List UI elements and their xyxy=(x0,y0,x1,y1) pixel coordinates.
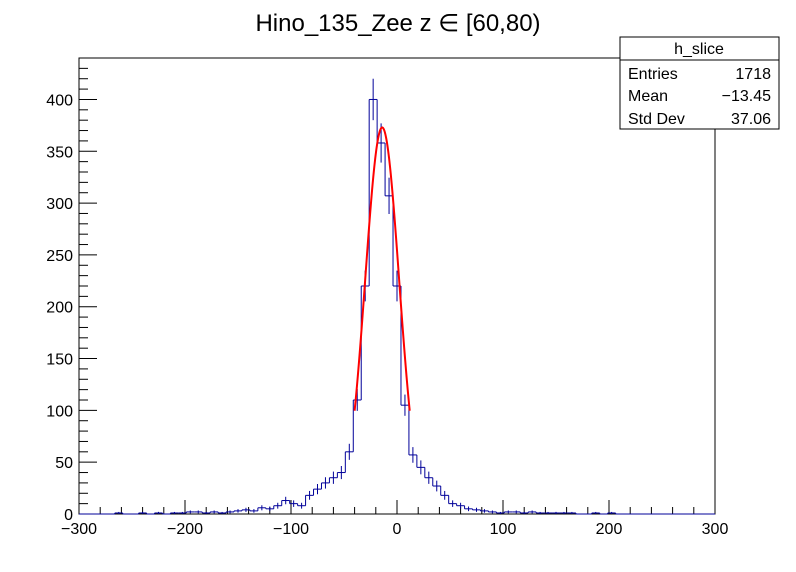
stats-box: h_slice Entries 1718 Mean −13.45 Std Dev… xyxy=(619,36,780,130)
y-tick-label: 250 xyxy=(46,248,73,265)
gaussian-fit xyxy=(353,126,411,411)
chart-title: Hino_135_Zee z ∈ [60,80) xyxy=(255,10,540,37)
x-tick-label: −300 xyxy=(61,521,97,538)
y-tick-label: 300 xyxy=(46,196,73,213)
stats-stddev-value: 37.06 xyxy=(731,111,771,128)
stats-mean-value: −13.45 xyxy=(722,88,771,105)
y-tick-label: 0 xyxy=(64,507,73,524)
y-tick-label: 100 xyxy=(46,403,73,420)
stats-entries-label: Entries xyxy=(628,66,678,83)
x-tick-label: −100 xyxy=(273,521,309,538)
x-tick-label: 100 xyxy=(490,521,517,538)
x-tick-label: −200 xyxy=(167,521,203,538)
x-tick-label: 300 xyxy=(702,521,729,538)
y-tick-label: 150 xyxy=(46,352,73,369)
histogram-bins xyxy=(79,78,715,515)
stats-mean-label: Mean xyxy=(628,88,668,105)
y-tick-label: 50 xyxy=(55,455,73,472)
stats-box-frame xyxy=(619,36,780,130)
x-tick-label: 0 xyxy=(393,521,402,538)
gaussian-fit-curve xyxy=(353,126,411,411)
y-tick-label: 400 xyxy=(46,92,73,109)
y-tick-label: 200 xyxy=(46,300,73,317)
stats-entries-value: 1718 xyxy=(735,66,771,83)
y-tick-label: 350 xyxy=(46,144,73,161)
x-tick-label: 200 xyxy=(596,521,623,538)
y-axis: 0 50 100 150 200 250 300 350 400 xyxy=(46,57,97,524)
stats-stddev-label: Std Dev xyxy=(628,111,685,128)
stats-box-title: h_slice xyxy=(674,41,724,58)
x-axis: −300 −200 −100 0 100 200 300 xyxy=(61,500,728,538)
